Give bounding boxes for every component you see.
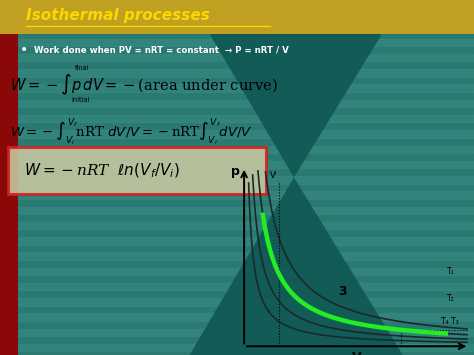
Text: T₄ T₃: T₄ T₃ bbox=[441, 317, 459, 326]
Text: $W = -$nRT  $\ell n(V_f/V_i)$: $W = -$nRT $\ell n(V_f/V_i)$ bbox=[24, 161, 180, 180]
Polygon shape bbox=[190, 0, 403, 178]
Polygon shape bbox=[190, 178, 403, 355]
Text: p: p bbox=[231, 165, 240, 179]
Text: Isothermal processes: Isothermal processes bbox=[26, 9, 210, 23]
Text: 3: 3 bbox=[338, 284, 346, 297]
Text: Work done when PV = nRT = constant  → P = nRT / V: Work done when PV = nRT = constant → P =… bbox=[34, 46, 289, 55]
Text: initial: initial bbox=[71, 97, 90, 103]
Text: final: final bbox=[75, 65, 90, 71]
Text: T₁: T₁ bbox=[447, 267, 455, 276]
FancyBboxPatch shape bbox=[0, 34, 18, 355]
Text: $W = -\int p\,dV = -$(area under curve): $W = -\int p\,dV = -$(area under curve) bbox=[10, 72, 279, 97]
Text: •: • bbox=[20, 43, 28, 58]
Text: V: V bbox=[352, 351, 362, 355]
FancyBboxPatch shape bbox=[0, 0, 474, 34]
Text: $W = -\int_{V_i}^{V_f}$nRT $dV/V = -$nRT$\int_{V_i}^{V_f}dV/V$: $W = -\int_{V_i}^{V_f}$nRT $dV/V = -$nRT… bbox=[10, 116, 253, 148]
Text: Vᴵ: Vᴵ bbox=[270, 171, 277, 180]
Text: T₂: T₂ bbox=[447, 294, 455, 304]
FancyBboxPatch shape bbox=[8, 147, 266, 194]
